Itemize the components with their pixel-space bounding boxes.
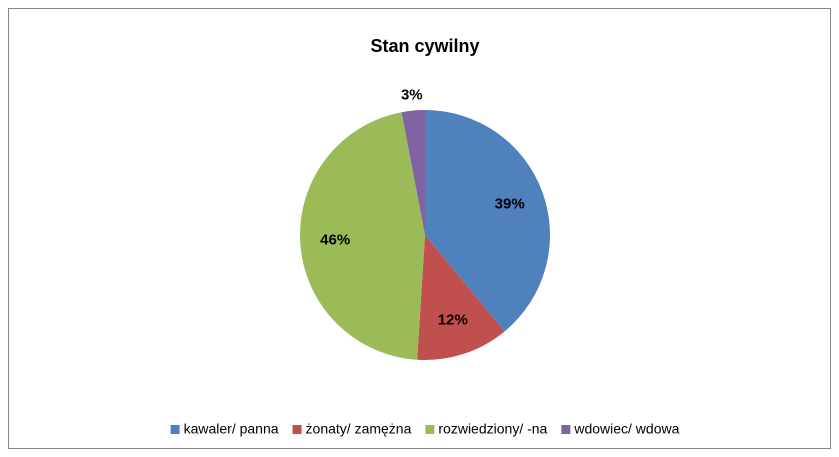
- data-label: 12%: [438, 312, 468, 329]
- legend-swatch: [561, 425, 571, 434]
- pie-slice: [417, 235, 505, 360]
- data-label: 3%: [401, 87, 423, 104]
- legend-swatch: [292, 425, 302, 434]
- data-label: 46%: [320, 232, 350, 249]
- legend-swatch: [425, 425, 435, 434]
- data-label: 39%: [495, 195, 525, 212]
- legend-label: kawaler/ panna: [184, 421, 279, 437]
- legend-label: żonaty/ zamężna: [306, 421, 412, 437]
- legend-label: rozwiedziony/ -na: [438, 421, 547, 437]
- pie-slice: [300, 112, 425, 360]
- legend-label: wdowiec/ wdowa: [573, 421, 679, 437]
- pie-slice: [425, 110, 550, 332]
- legend-swatch: [170, 425, 180, 434]
- pie-slice: [401, 110, 425, 235]
- chart-title: Stan cywilny: [370, 36, 479, 56]
